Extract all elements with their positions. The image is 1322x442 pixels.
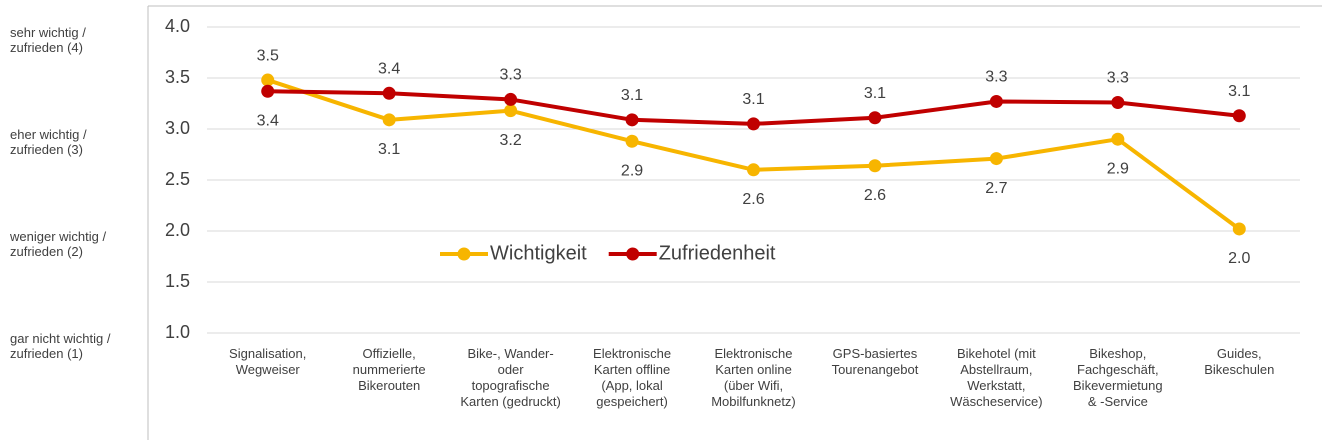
data-label: 2.9 <box>621 162 643 179</box>
data-point <box>747 163 760 177</box>
data-point <box>868 159 882 173</box>
data-label: 3.1 <box>621 87 643 104</box>
legend-label: Wichtigkeit <box>490 242 587 264</box>
data-point <box>1232 222 1246 236</box>
data-point <box>261 73 275 87</box>
data-point <box>625 134 639 148</box>
data-label: 3.3 <box>985 69 1007 86</box>
x-tick-label: Elektronische Karten online (über Wifi, Mob… <box>711 346 796 409</box>
data-point <box>747 117 760 131</box>
x-tick-label: Bike-, Wander-oder topografische Karten (g… <box>460 346 560 409</box>
data-label: 3.1 <box>378 141 400 158</box>
y-tick-label: 3.5 <box>165 67 190 87</box>
data-label: 3.4 <box>257 112 279 129</box>
x-tick-label: Guides, Bikeschulen <box>1204 346 1274 377</box>
data-label: 2.0 <box>1228 250 1250 267</box>
row-label: weniger wichtig / zufrieden (2) <box>9 229 106 259</box>
data-point <box>504 104 518 118</box>
data-label: 3.1 <box>1228 83 1250 100</box>
data-label: 2.9 <box>1107 160 1129 177</box>
data-label: 3.3 <box>499 67 521 84</box>
legend-label: Zufriedenheit <box>659 242 776 264</box>
data-point <box>1111 132 1125 146</box>
row-label: gar nicht wichtig / zufrieden (1) <box>10 331 111 361</box>
data-point <box>261 84 275 98</box>
x-tick-label: Offizielle, nummerierte Bikerouten <box>353 346 426 393</box>
data-label: 3.5 <box>257 47 279 64</box>
x-tick-label: Signalisation, Wegweiser <box>229 346 306 377</box>
data-label: 2.6 <box>864 187 886 204</box>
data-point <box>1111 95 1125 109</box>
data-label: 3.1 <box>864 85 886 102</box>
data-point <box>989 152 1003 166</box>
x-tick-label: GPS-basiertes Tourenangebot <box>832 346 919 377</box>
x-tick-label: Bikeshop, Fachgeschäft, Bikevermietung & -S… <box>1073 346 1163 409</box>
data-point <box>382 86 396 100</box>
y-tick-label: 2.5 <box>165 169 190 189</box>
data-point <box>868 111 882 125</box>
row-label: sehr wichtig / zufrieden (4) <box>10 25 86 55</box>
row-label: eher wichtig / zufrieden (3) <box>10 127 87 157</box>
y-tick-label: 1.0 <box>165 322 190 342</box>
y-tick-label: 3.0 <box>165 118 190 138</box>
legend-marker <box>457 247 471 261</box>
data-point <box>625 113 639 127</box>
data-point <box>1232 109 1246 123</box>
y-tick-label: 4.0 <box>165 16 190 36</box>
data-label: 2.7 <box>985 180 1007 197</box>
data-point <box>382 113 396 127</box>
x-tick-label: Elektronische Karten offline (App, lokal ge… <box>593 346 671 409</box>
data-label: 3.3 <box>1107 70 1129 87</box>
data-point <box>989 94 1003 108</box>
y-tick-label: 2.0 <box>165 220 190 240</box>
data-label: 3.1 <box>742 91 764 108</box>
data-label: 3.4 <box>378 61 400 78</box>
x-tick-label: Bikehotel (mit Abstellraum, Werkstatt, Wäsc… <box>950 346 1042 409</box>
data-label: 3.2 <box>499 132 521 149</box>
data-label: 2.6 <box>742 191 764 208</box>
data-point <box>504 92 518 106</box>
y-tick-label: 1.5 <box>165 271 190 291</box>
legend-marker <box>626 247 640 261</box>
